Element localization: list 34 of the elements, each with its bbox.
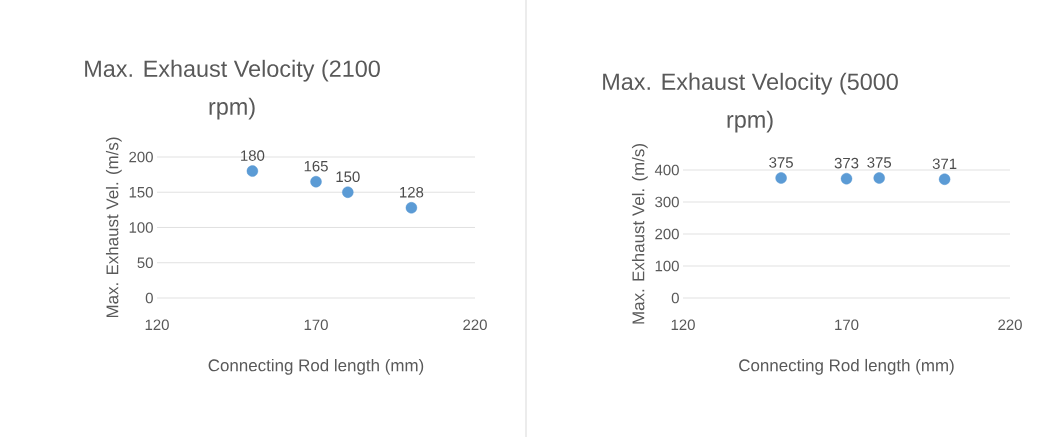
y-tick-label: 400 [654,164,679,176]
x-tick-label: 120 [671,319,695,331]
data-label: 150 [336,171,360,183]
point [310,175,322,188]
data-label: 165 [304,160,328,172]
y-tick-label: 100 [129,222,153,233]
point [342,186,354,198]
x-tick-label: 220 [998,319,1022,331]
data-label: 128 [400,186,424,198]
y-axis-title: Max. Exhaust Vel. (m/s) [631,144,648,324]
chart-title: Max. Exhaust Velocity (2100 rpm) [85,59,380,120]
data-label: 180 [241,150,265,161]
y-axis-title: Max. Exhaust Vel. (m/s) [105,137,122,318]
data-label: 373 [834,157,859,169]
data-label: 375 [769,157,793,168]
y-tick-label: 100 [655,260,679,272]
y-tick-label: 0 [671,292,679,304]
point [405,202,418,214]
x-tick-label: 170 [304,319,328,331]
x-axis-title: Connecting Rod length (mm) [208,358,424,375]
x-tick-label: 120 [145,319,169,331]
x-tick-label: 220 [463,319,487,331]
y-tick-label: 200 [655,228,679,240]
point [246,165,259,177]
data-label: 371 [932,158,957,170]
y-tick-label: 200 [129,151,153,163]
y-tick-label: 300 [655,196,679,208]
y-tick-label: 150 [129,186,153,198]
y-tick-label: 0 [145,292,153,304]
x-tick-label: 170 [835,319,859,331]
x-axis-title: Connecting Rod length (mm) [739,358,954,375]
chart-title: Max. Exhaust Velocity (5000 rpm) [603,72,898,133]
data-label: 375 [867,157,892,168]
y-tick-label: 50 [137,257,153,269]
